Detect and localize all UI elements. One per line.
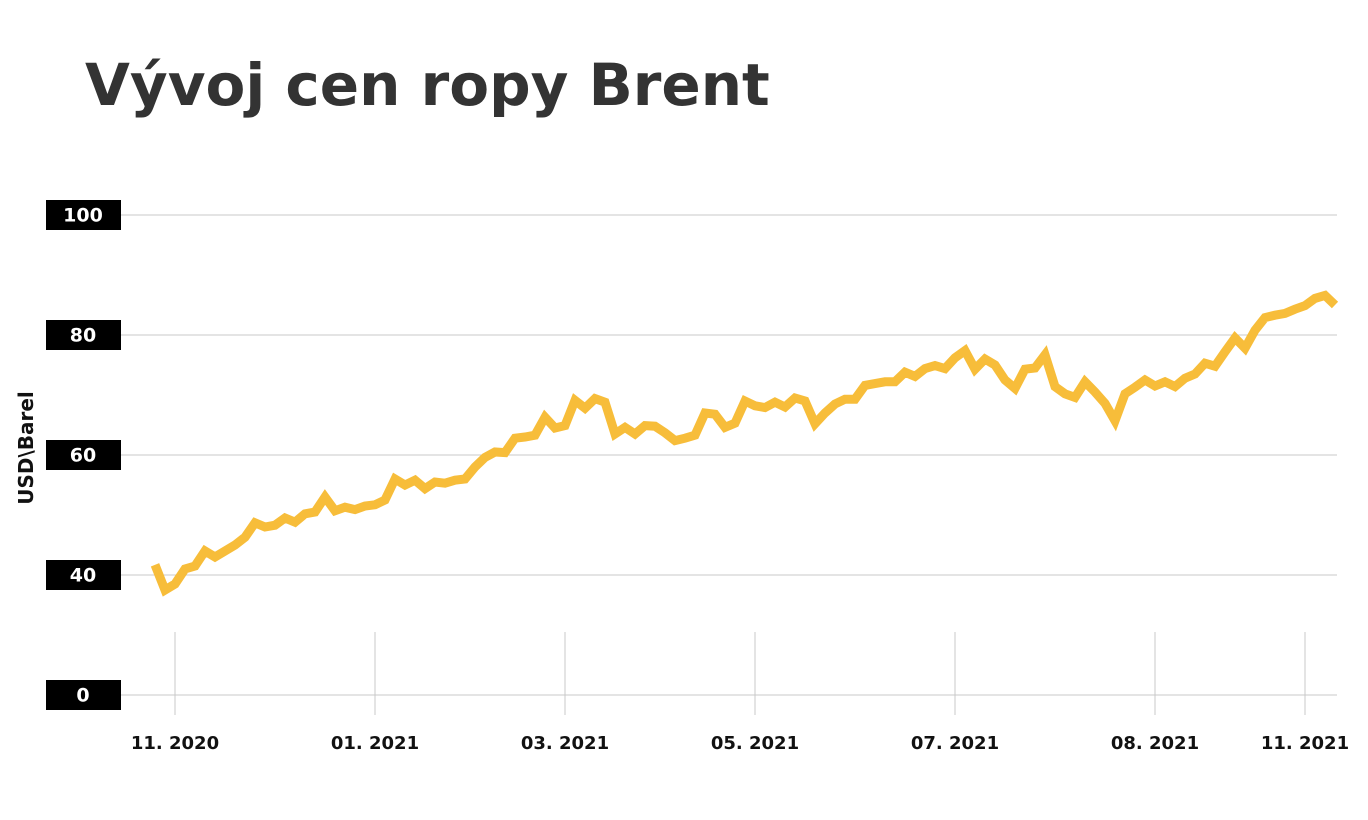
y-tick-box	[46, 320, 121, 350]
x-tick-label: 05. 2021	[711, 733, 799, 754]
y-tick-label: 0	[76, 685, 89, 707]
y-tick-box	[46, 560, 121, 590]
y-axis-label: USD\Barel	[14, 391, 38, 505]
y-tick-label: 100	[63, 205, 103, 227]
x-tick-label: 11. 2021	[1261, 733, 1349, 754]
y-tick-box	[46, 440, 121, 470]
y-tick-label: 40	[70, 565, 96, 587]
price-line	[150, 290, 1339, 597]
x-tick-label: 11. 2020	[131, 733, 219, 754]
y-tick-label: 80	[70, 325, 96, 347]
y-tick-label: 60	[70, 445, 96, 467]
x-tick-label: 07. 2021	[911, 733, 999, 754]
x-tick-label: 08. 2021	[1111, 733, 1199, 754]
x-tick-label: 03. 2021	[521, 733, 609, 754]
chart-title: Vývoj cen ropy Brent	[85, 51, 770, 119]
x-tick-label: 01. 2021	[331, 733, 419, 754]
y-tick-box	[46, 200, 121, 230]
y-tick-box	[46, 680, 121, 710]
